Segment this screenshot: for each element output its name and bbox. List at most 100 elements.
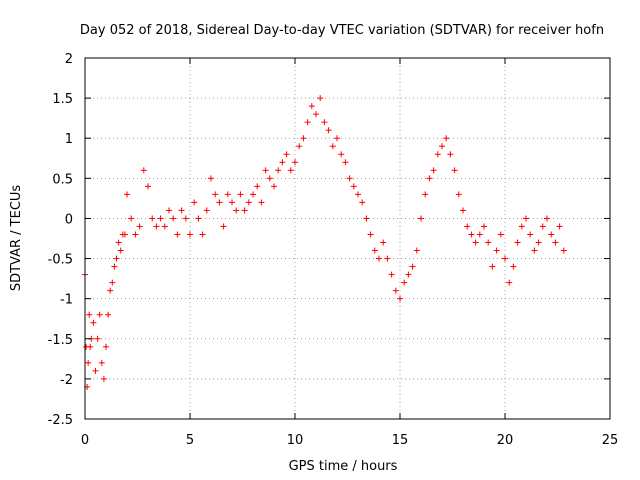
data-point bbox=[510, 263, 517, 270]
data-point bbox=[216, 199, 223, 206]
data-point bbox=[132, 231, 139, 238]
data-point bbox=[195, 215, 202, 222]
data-point bbox=[367, 231, 374, 238]
data-point bbox=[317, 95, 324, 102]
data-point bbox=[405, 271, 412, 278]
data-point bbox=[392, 287, 399, 294]
data-point bbox=[451, 167, 458, 174]
data-point bbox=[556, 223, 563, 230]
data-point bbox=[527, 231, 534, 238]
y-tick-label: -0.5 bbox=[48, 253, 73, 268]
data-point bbox=[552, 239, 559, 246]
data-point bbox=[502, 255, 508, 262]
data-point bbox=[258, 199, 265, 206]
data-point bbox=[388, 271, 395, 278]
data-point bbox=[376, 255, 382, 262]
data-point bbox=[384, 255, 391, 262]
data-point bbox=[233, 207, 240, 214]
data-point bbox=[224, 191, 231, 198]
x-tick-label: 20 bbox=[497, 433, 514, 448]
data-point bbox=[161, 223, 168, 230]
data-point bbox=[153, 223, 160, 230]
data-point bbox=[363, 215, 370, 222]
data-point bbox=[229, 199, 235, 206]
data-point bbox=[145, 183, 151, 190]
data-point bbox=[92, 367, 99, 374]
data-point bbox=[481, 223, 487, 230]
x-axis-label: GPS time / hours bbox=[289, 459, 398, 474]
data-point bbox=[539, 223, 546, 230]
data-point bbox=[113, 255, 120, 262]
data-point bbox=[292, 159, 298, 166]
data-point bbox=[254, 183, 261, 190]
data-point bbox=[100, 375, 107, 382]
data-point bbox=[409, 263, 416, 270]
data-point bbox=[489, 263, 496, 270]
plot-frame bbox=[84, 57, 611, 420]
data-point bbox=[105, 311, 112, 318]
data-point bbox=[187, 231, 193, 238]
axis-ticks: 0 5 10 15 20 25 -2.5 -2 -1.5 -1 -0.5 0 0.5 1 1.5 2 bbox=[48, 52, 619, 448]
y-tick-label: 1.5 bbox=[52, 92, 73, 107]
data-point bbox=[485, 239, 492, 246]
data-point bbox=[124, 191, 130, 198]
data-point bbox=[117, 247, 124, 254]
data-point bbox=[212, 191, 219, 198]
data-point bbox=[380, 239, 387, 246]
data-point bbox=[90, 319, 97, 326]
data-point bbox=[401, 279, 408, 286]
data-point bbox=[413, 247, 420, 254]
y-tick-label: -2.5 bbox=[48, 413, 73, 428]
data-point bbox=[346, 175, 353, 182]
data-point bbox=[262, 167, 269, 174]
data-point bbox=[514, 239, 521, 246]
data-point bbox=[493, 247, 500, 254]
data-point bbox=[96, 311, 103, 318]
data-point bbox=[85, 359, 92, 366]
data-point bbox=[86, 311, 93, 318]
data-point bbox=[115, 239, 122, 246]
data-point bbox=[170, 215, 177, 222]
chart-title: Day 052 of 2018, Sidereal Day-to-day VTE… bbox=[80, 23, 604, 38]
data-point bbox=[418, 215, 424, 222]
data-point bbox=[149, 215, 156, 222]
data-point bbox=[548, 231, 555, 238]
data-point bbox=[371, 247, 378, 254]
x-tick-label: 5 bbox=[186, 433, 194, 448]
data-point bbox=[199, 231, 206, 238]
data-point bbox=[296, 143, 303, 150]
data-point bbox=[241, 207, 248, 214]
data-point bbox=[359, 199, 366, 206]
data-point bbox=[287, 167, 294, 174]
data-point bbox=[266, 175, 273, 182]
data-point bbox=[237, 191, 244, 198]
data-point bbox=[560, 247, 567, 254]
data-point bbox=[250, 191, 256, 198]
y-tick-label: -2 bbox=[60, 373, 73, 388]
data-series bbox=[82, 95, 567, 390]
data-point bbox=[283, 151, 290, 158]
y-tick-label: 2 bbox=[65, 52, 73, 67]
data-point bbox=[443, 135, 450, 142]
data-point bbox=[422, 191, 429, 198]
data-point bbox=[506, 279, 513, 286]
y-tick-label: 1 bbox=[65, 132, 73, 147]
data-point bbox=[111, 263, 118, 270]
data-point bbox=[174, 231, 181, 238]
data-point bbox=[308, 103, 315, 110]
data-point bbox=[166, 207, 172, 214]
x-tick-label: 25 bbox=[602, 433, 619, 448]
data-point bbox=[87, 343, 94, 350]
data-point bbox=[109, 279, 116, 286]
y-tick-label: 0 bbox=[65, 212, 73, 227]
data-point bbox=[430, 167, 437, 174]
data-point bbox=[434, 151, 441, 158]
data-point bbox=[157, 215, 164, 222]
data-point bbox=[531, 247, 538, 254]
data-point bbox=[107, 287, 114, 294]
data-point bbox=[447, 151, 454, 158]
data-point bbox=[279, 159, 286, 166]
data-point bbox=[518, 223, 525, 230]
data-point bbox=[325, 127, 332, 134]
